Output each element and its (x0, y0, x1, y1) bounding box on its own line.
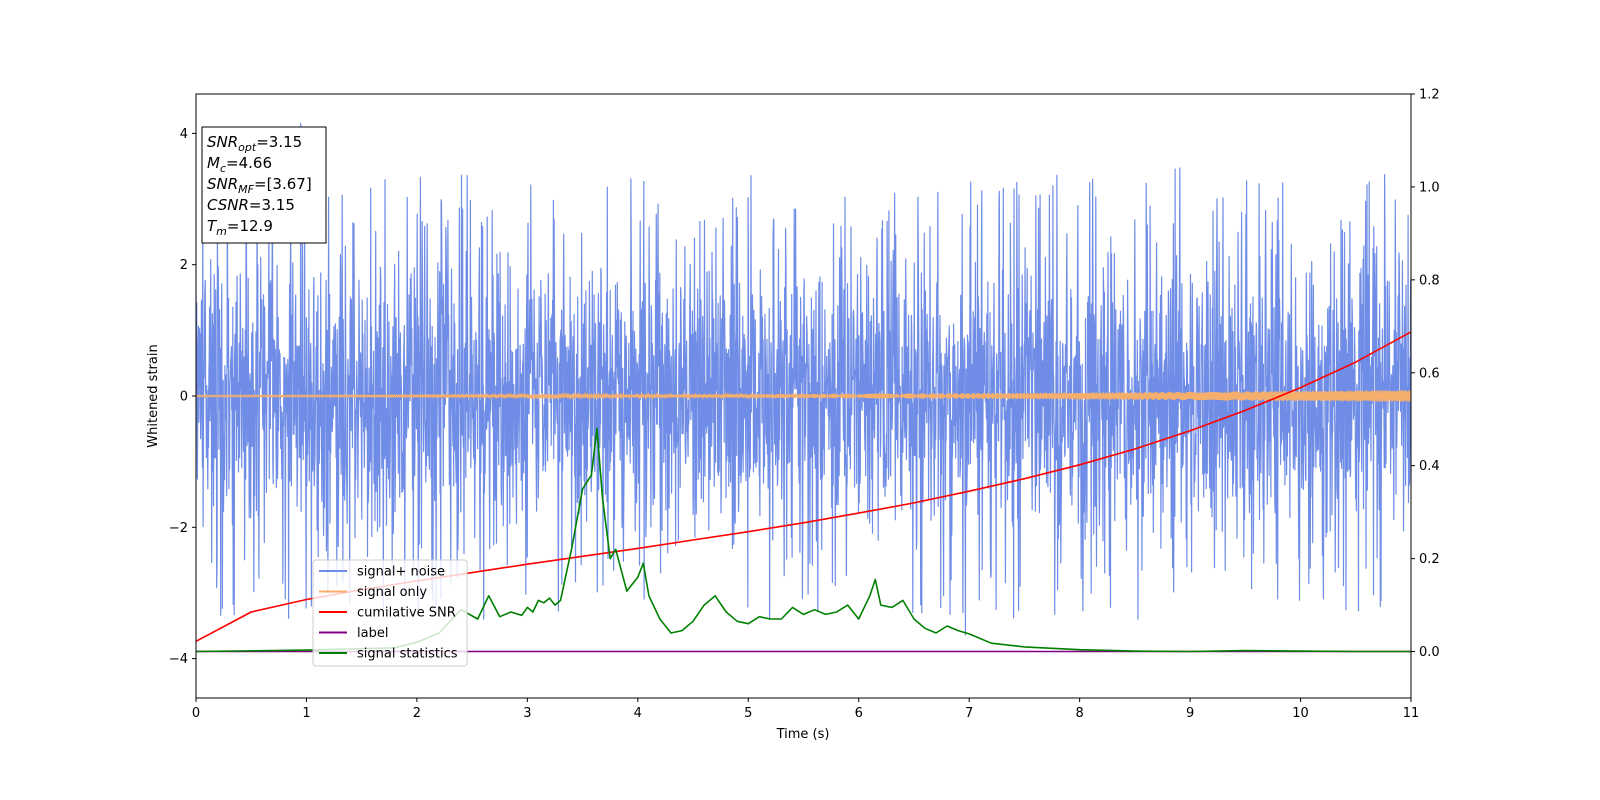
y-axis-left: −4 −2 0 2 4 (169, 127, 196, 667)
x-tick-label: 6 (855, 706, 863, 721)
x-tick-label: 7 (965, 706, 973, 721)
x-tick-label: 9 (1186, 706, 1194, 721)
x-tick-label: 4 (634, 706, 642, 721)
y2-tick-label: 0.2 (1419, 552, 1440, 567)
y2-tick-label: 0.0 (1419, 645, 1440, 660)
info-line: Mc=4.66 (207, 154, 272, 175)
y2-tick-label: 0.4 (1419, 459, 1440, 474)
y-tick-label: 2 (180, 258, 188, 273)
y2-tick-label: 1.2 (1419, 88, 1440, 103)
y-tick-label: 0 (180, 390, 188, 405)
legend-label: signal only (357, 585, 427, 600)
x-axis: 0 1 2 3 4 5 6 7 8 9 10 11 (192, 698, 1419, 721)
x-tick-label: 0 (192, 706, 200, 721)
series-signal-noise (196, 122, 1411, 636)
x-tick-label: 2 (413, 706, 421, 721)
info-line: Tm=12.9 (207, 217, 273, 238)
x-axis-label: Time (s) (776, 727, 830, 742)
y2-tick-label: 0.8 (1419, 273, 1440, 288)
info-line: SNRMF=[3.67] (207, 175, 312, 196)
y-tick-label: −4 (169, 652, 188, 667)
x-tick-label: 3 (523, 706, 531, 721)
legend-label: cumilative SNR (357, 606, 456, 621)
series-signal-statistics (196, 427, 1411, 653)
legend-frame (312, 559, 468, 667)
x-tick-label: 11 (1403, 706, 1420, 721)
y2-tick-label: 0.6 (1419, 366, 1440, 381)
x-tick-label: 10 (1292, 706, 1309, 721)
legend-label: signal+ noise (357, 565, 445, 580)
y-axis-right: 0.0 0.2 0.4 0.6 0.8 1.0 1.2 (1411, 88, 1440, 660)
y-axis-label: Whitened strain (146, 344, 161, 447)
y-tick-label: 4 (180, 127, 188, 142)
y2-tick-label: 1.0 (1419, 180, 1440, 195)
y-tick-label: −2 (169, 521, 188, 536)
x-tick-label: 1 (302, 706, 310, 721)
x-tick-label: 8 (1075, 706, 1083, 721)
legend-label: signal statistics (357, 647, 458, 662)
legend-label: label (357, 626, 388, 641)
legend: signal+ noise signal only cumilative SNR la… (312, 559, 468, 667)
info-box-frame (201, 126, 327, 244)
series-signal-only (196, 389, 1411, 404)
x-tick-label: 5 (744, 706, 752, 721)
info-line: SNRopt=3.15 (207, 133, 302, 154)
info-line: CSNR=3.15 (207, 196, 295, 214)
